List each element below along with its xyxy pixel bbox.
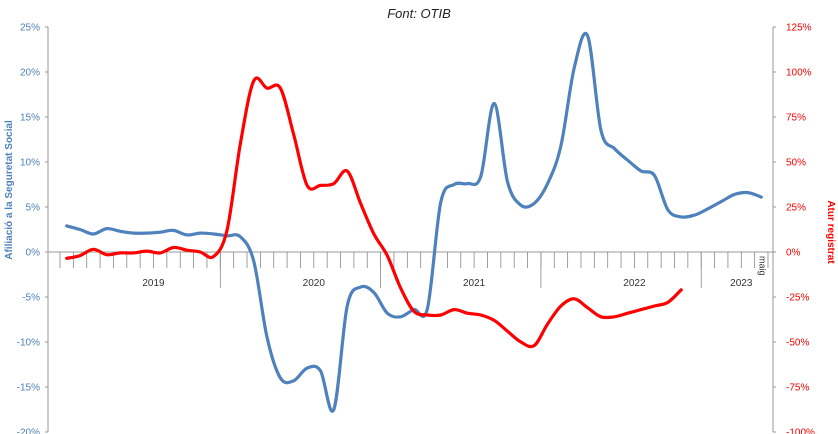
right-tick-label: -100% <box>786 428 815 434</box>
right-axis-ticks: 125% 100% 75% 50% 25% 0% -25% -50% -75% -100% <box>773 23 815 434</box>
right-tick-label: 75% <box>786 113 806 124</box>
series-line-atur <box>65 76 683 349</box>
left-axis-label: Afiliació a la Seguretat Social <box>4 120 15 260</box>
left-tick-label: -5% <box>22 293 40 304</box>
x-axis-edge-label: maig <box>757 256 767 276</box>
left-tick-label: 25% <box>20 23 40 34</box>
right-tick-label: 125% <box>786 23 812 34</box>
left-tick-label: -10% <box>17 338 40 349</box>
right-tick-label: 25% <box>786 203 806 214</box>
right-tick-label: -25% <box>786 293 809 304</box>
x-axis-month-ticks <box>59 252 769 288</box>
year-label: 2019 <box>142 278 165 289</box>
series-line-afiliacio <box>65 31 763 413</box>
left-tick-label: -15% <box>17 383 40 394</box>
right-tick-label: -50% <box>786 338 809 349</box>
year-label: 2021 <box>463 278 486 289</box>
left-axis-ticks: 25% 20% 15% 10% 5% 0% -5% -10% -15% -20% <box>17 23 48 434</box>
chart-source-text: Font: OTIB <box>387 6 451 21</box>
x-axis-year-labels: 2019 2020 2021 2022 2023 <box>142 278 752 289</box>
left-tick-label: 10% <box>20 158 40 169</box>
right-axis-label: Atur registrat <box>825 200 836 264</box>
year-label: 2023 <box>730 278 753 289</box>
left-tick-label: 5% <box>26 203 41 214</box>
left-tick-label: 0% <box>26 248 41 259</box>
right-tick-label: 100% <box>786 68 812 79</box>
right-tick-label: 0% <box>786 248 801 259</box>
left-tick-label: -20% <box>17 428 40 434</box>
year-label: 2022 <box>623 278 646 289</box>
right-tick-label: -75% <box>786 383 809 394</box>
year-label: 2020 <box>303 278 326 289</box>
left-tick-label: 20% <box>20 68 40 79</box>
left-tick-label: 15% <box>20 113 40 124</box>
right-tick-label: 50% <box>786 158 806 169</box>
